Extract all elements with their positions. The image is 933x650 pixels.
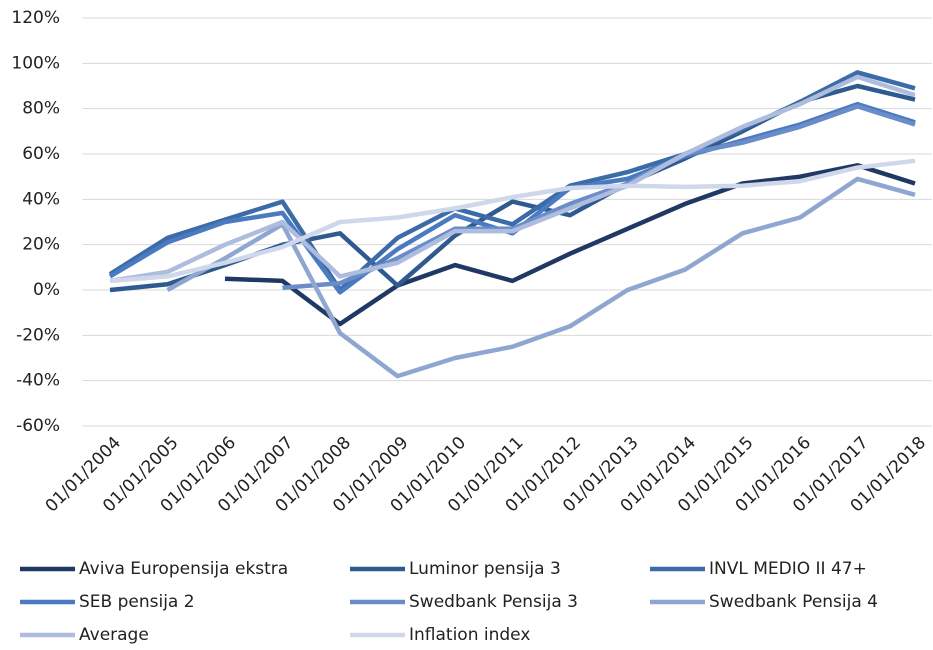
y-tick-label: -20% xyxy=(16,325,60,345)
y-tick-label: 20% xyxy=(22,235,60,255)
series-line xyxy=(109,158,916,284)
legend-label: Average xyxy=(79,625,149,645)
series-line xyxy=(224,163,916,327)
series-line xyxy=(109,74,916,284)
y-tick-label: 120% xyxy=(11,8,60,28)
y-tick-label: -40% xyxy=(16,371,60,391)
legend-label: Luminor pensija 3 xyxy=(409,559,561,579)
y-tick-label: -60% xyxy=(16,416,60,436)
y-tick-label: 40% xyxy=(22,189,60,209)
y-tick-label: 0% xyxy=(33,280,60,300)
legend-label: SEB pensija 2 xyxy=(79,592,195,612)
y-tick-label: 60% xyxy=(22,144,60,164)
legend-label: Swedbank Pensija 4 xyxy=(709,592,878,612)
y-tick-label: 100% xyxy=(11,53,60,73)
legend-label: INVL MEDIO II 47+ xyxy=(709,559,867,579)
series-line xyxy=(282,104,916,290)
legend-label: Inflation index xyxy=(409,625,530,645)
legend-label: Aviva Europensija ekstra xyxy=(79,559,288,579)
y-tick-label: 80% xyxy=(22,99,60,119)
legend-label: Swedbank Pensija 3 xyxy=(409,592,578,612)
